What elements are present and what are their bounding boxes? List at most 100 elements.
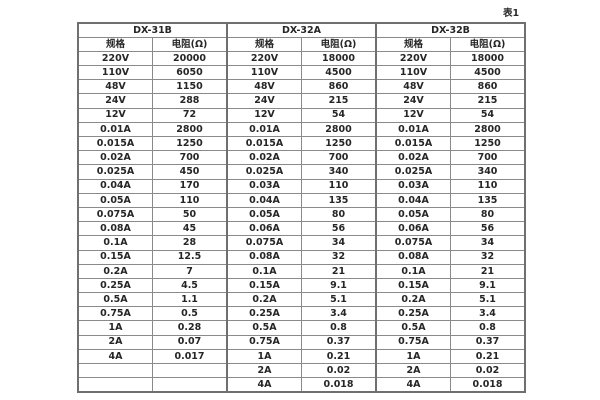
column-header-row: 规格 电阻(Ω) 规格 电阻(Ω) 规格 电阻(Ω): [77, 36, 526, 52]
spec-cell: 0.04A: [226, 192, 302, 208]
spec-cell: 0.75A: [226, 334, 302, 350]
resistance-cell: 18000: [301, 50, 377, 67]
spec-cell: 0.075A: [77, 206, 153, 223]
spec-cell: 2A: [375, 362, 451, 379]
spec-cell: 0.01A: [77, 121, 153, 138]
spec-cell: 0.75A: [375, 334, 451, 350]
spec-cell: 0.075A: [375, 235, 451, 251]
spec-cell: 0.08A: [375, 249, 451, 265]
spec-cell: 0.08A: [226, 249, 302, 265]
resistance-cell: 0.28: [152, 320, 228, 336]
resistance-cell: 288: [152, 93, 228, 109]
spec-cell: 0.025A: [77, 164, 153, 180]
resistance-cell: 2800: [152, 121, 228, 138]
spec-cell: 220V: [375, 50, 451, 67]
resistance-cell: 21: [301, 263, 377, 279]
spec-header-cell: 规格: [77, 36, 153, 52]
spec-cell: 0.02A: [375, 150, 451, 166]
spec-cell: 0.015A: [375, 135, 451, 152]
group-header-cell: DX-32A: [226, 22, 377, 38]
table-row: 4A 0.018 4A 0.018: [77, 377, 526, 393]
resistance-cell: 860: [450, 79, 526, 95]
spec-cell: 0.2A: [77, 263, 153, 279]
table-row: 0.25A 4.5 0.15A 9.1 0.15A 9.1: [77, 277, 526, 294]
resistance-cell: 0.37: [450, 334, 526, 350]
resistance-spec-table: DX-31B DX-32A DX-32B 规格 电阻(Ω) 规格 电阻(Ω) 规格 电阻(Ω) …: [77, 22, 526, 393]
resistance-cell: 6050: [152, 65, 228, 81]
spec-cell: 220V: [77, 50, 153, 67]
table-caption: 表1: [503, 8, 520, 19]
spec-cell: 0.15A: [77, 249, 153, 265]
table-row: 0.01A 2800 0.01A 2800 0.01A 2800: [77, 121, 526, 138]
resistance-cell: 9.1: [301, 277, 377, 294]
resistance-cell: 0.02: [450, 362, 526, 379]
spec-cell: 110V: [375, 65, 451, 81]
spec-cell: 0.06A: [226, 221, 302, 237]
spec-header-cell: 规格: [226, 36, 302, 52]
spec-cell: 0.025A: [375, 164, 451, 180]
resistance-cell: 28: [152, 235, 228, 251]
resistance-cell: 4500: [450, 65, 526, 81]
resistance-cell: 1250: [152, 135, 228, 152]
spec-cell: 0.015A: [77, 135, 153, 152]
resistance-cell: 450: [152, 164, 228, 180]
spec-cell: 4A: [375, 377, 451, 393]
spec-cell: 0.01A: [375, 121, 451, 138]
spec-cell: 0.075A: [226, 235, 302, 251]
table-row: 2A 0.07 0.75A 0.37 0.75A 0.37: [77, 334, 526, 350]
table-row: 0.75A 0.5 0.25A 3.4 0.25A 3.4: [77, 306, 526, 322]
resistance-header-cell: 电阻(Ω): [152, 36, 228, 52]
spec-cell: 12V: [375, 107, 451, 123]
resistance-cell: 45: [152, 221, 228, 237]
spec-cell: 12V: [77, 107, 153, 123]
spec-cell: [77, 362, 153, 379]
resistance-cell: 80: [450, 206, 526, 223]
resistance-cell: 4500: [301, 65, 377, 81]
resistance-cell: 3.4: [450, 306, 526, 322]
resistance-cell: 32: [301, 249, 377, 265]
resistance-cell: 110: [301, 178, 377, 194]
resistance-cell: 1250: [450, 135, 526, 152]
spec-cell: 0.03A: [226, 178, 302, 194]
resistance-cell: 0.21: [450, 348, 526, 365]
spec-cell: 24V: [375, 93, 451, 109]
resistance-cell: 110: [152, 192, 228, 208]
resistance-cell: 215: [301, 93, 377, 109]
resistance-cell: 54: [450, 107, 526, 123]
spec-cell: 24V: [226, 93, 302, 109]
resistance-cell: 72: [152, 107, 228, 123]
table-row: 0.2A 7 0.1A 21 0.1A 21: [77, 263, 526, 279]
spec-cell: 0.04A: [77, 178, 153, 194]
resistance-cell: 700: [301, 150, 377, 166]
resistance-cell: 12.5: [152, 249, 228, 265]
resistance-cell: [152, 377, 228, 393]
resistance-cell: 0.21: [301, 348, 377, 365]
spec-cell: 0.015A: [226, 135, 302, 152]
resistance-cell: 340: [450, 164, 526, 180]
table-row: 0.025A 450 0.025A 340 0.025A 340: [77, 164, 526, 180]
resistance-cell: 700: [450, 150, 526, 166]
spec-cell: 0.25A: [77, 277, 153, 294]
spec-cell: 0.5A: [375, 320, 451, 336]
resistance-cell: 20000: [152, 50, 228, 67]
spec-cell: 48V: [375, 79, 451, 95]
spec-cell: 0.2A: [226, 292, 302, 308]
spec-cell: 2A: [77, 334, 153, 350]
spec-cell: 0.1A: [226, 263, 302, 279]
resistance-cell: 0.02: [301, 362, 377, 379]
spec-cell: [77, 377, 153, 393]
resistance-cell: 860: [301, 79, 377, 95]
resistance-cell: 9.1: [450, 277, 526, 294]
spec-cell: 0.05A: [77, 192, 153, 208]
spec-cell: 1A: [375, 348, 451, 365]
spec-cell: 0.1A: [375, 263, 451, 279]
spec-cell: 0.06A: [375, 221, 451, 237]
resistance-cell: 135: [301, 192, 377, 208]
resistance-cell: 4.5: [152, 277, 228, 294]
resistance-cell: 34: [301, 235, 377, 251]
resistance-cell: 170: [152, 178, 228, 194]
spec-cell: 0.5A: [226, 320, 302, 336]
spec-cell: 0.15A: [375, 277, 451, 294]
resistance-cell: 80: [301, 206, 377, 223]
